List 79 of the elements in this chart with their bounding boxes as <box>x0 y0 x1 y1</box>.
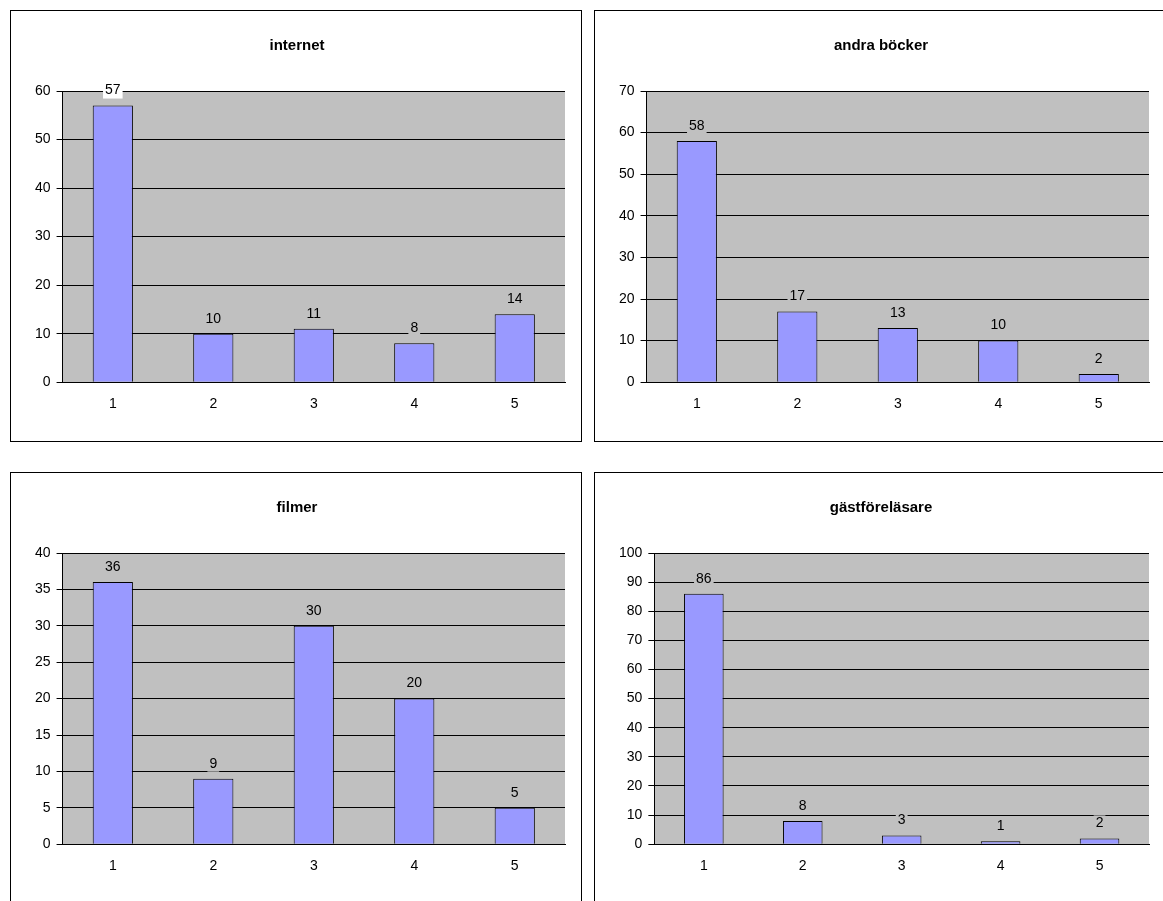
x-tick-label: 2 <box>209 395 218 412</box>
y-tick-label: 40 <box>626 718 643 735</box>
x-tick-label: 1 <box>692 395 701 412</box>
data-label: 20 <box>406 674 423 691</box>
y-tick-label: 80 <box>626 602 643 619</box>
y-tick-label: 10 <box>618 331 635 348</box>
y-tick-label: 20 <box>618 289 635 306</box>
x-tick-label: 3 <box>309 857 318 874</box>
data-label: 8 <box>410 319 419 336</box>
y-tick-label: 70 <box>618 81 635 98</box>
data-label: 11 <box>306 304 322 321</box>
y-tick-label: 10 <box>34 324 51 341</box>
x-tick-label: 5 <box>1094 395 1103 412</box>
chart-title: filmer <box>276 498 318 516</box>
x-tick-label: 2 <box>209 857 218 874</box>
y-tick-label: 10 <box>34 762 51 779</box>
y-tick-label: 40 <box>34 178 51 195</box>
x-tick-label: 4 <box>410 857 419 874</box>
x-tick-label: 5 <box>510 857 519 874</box>
y-tick-label: 20 <box>34 275 51 292</box>
y-tick-label: 60 <box>34 81 51 98</box>
y-tick-label: 70 <box>626 631 643 648</box>
y-tick-label: 25 <box>34 653 51 670</box>
y-tick-label: 20 <box>34 689 51 706</box>
x-tick-label: 3 <box>309 395 318 412</box>
data-label: 1 <box>996 817 1005 834</box>
x-tick-label: 2 <box>798 857 807 874</box>
x-tick-label: 2 <box>793 395 802 412</box>
y-tick-label: 15 <box>34 725 51 742</box>
x-tick-label: 4 <box>996 857 1005 874</box>
data-label: 10 <box>205 309 222 326</box>
y-tick-label: 50 <box>34 130 51 147</box>
data-label: 10 <box>990 316 1007 333</box>
chart-title: internet <box>269 36 325 54</box>
y-tick-label: 5 <box>42 798 51 815</box>
x-tick-label: 1 <box>108 395 117 412</box>
x-tick-label: 4 <box>410 395 419 412</box>
data-label: 8 <box>798 796 807 813</box>
x-tick-label: 3 <box>893 395 902 412</box>
chart-title: andra böcker <box>833 36 929 54</box>
x-tick-label: 4 <box>994 395 1003 412</box>
x-tick-label: 5 <box>510 395 519 412</box>
x-tick-label: 3 <box>897 857 906 874</box>
x-tick-label: 1 <box>699 857 708 874</box>
data-label: 36 <box>105 557 121 574</box>
data-label: 3 <box>897 811 906 828</box>
data-label: 30 <box>306 601 322 618</box>
y-tick-label: 50 <box>618 165 635 182</box>
y-tick-label: 30 <box>34 227 51 244</box>
y-tick-label: 50 <box>626 689 643 706</box>
data-label: 5 <box>510 783 519 800</box>
y-tick-label: 0 <box>42 835 51 852</box>
y-tick-label: 40 <box>618 206 635 223</box>
y-tick-label: 90 <box>626 572 643 589</box>
data-label: 13 <box>890 303 906 320</box>
data-label: 2 <box>1095 814 1104 831</box>
y-tick-label: 40 <box>34 543 51 560</box>
data-label: 58 <box>689 116 705 133</box>
data-label: 9 <box>209 754 218 771</box>
x-tick-label: 1 <box>108 857 117 874</box>
y-tick-label: 100 <box>619 543 643 560</box>
y-tick-label: 20 <box>626 776 643 793</box>
chart-title: gästföreläsare <box>829 498 933 516</box>
y-tick-label: 0 <box>626 373 635 390</box>
y-tick-label: 30 <box>618 248 635 265</box>
x-tick-label: 5 <box>1095 857 1104 874</box>
y-tick-label: 35 <box>34 580 51 597</box>
y-tick-label: 30 <box>34 616 51 633</box>
y-tick-label: 60 <box>626 660 643 677</box>
data-label: 14 <box>506 290 523 307</box>
data-label: 86 <box>696 569 712 586</box>
data-label: 17 <box>789 287 806 304</box>
y-tick-label: 0 <box>42 373 51 390</box>
data-label: 2 <box>1094 349 1103 366</box>
y-tick-label: 0 <box>634 835 643 852</box>
y-tick-label: 30 <box>626 747 643 764</box>
y-tick-label: 10 <box>626 805 643 822</box>
data-label: 57 <box>105 81 121 98</box>
y-tick-label: 60 <box>618 123 635 140</box>
